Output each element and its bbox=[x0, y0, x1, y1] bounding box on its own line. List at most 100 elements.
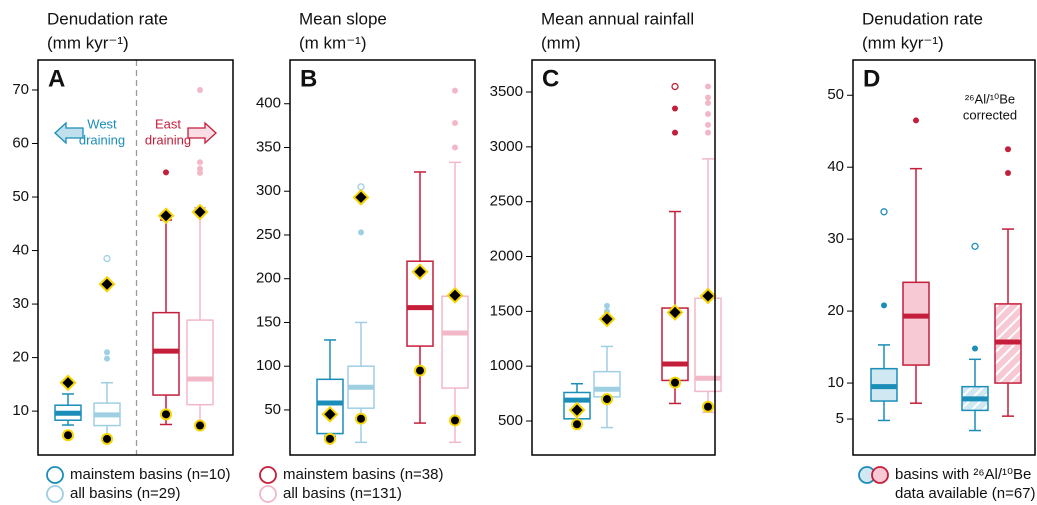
box bbox=[441, 295, 469, 389]
y-tick-label: 1500 bbox=[490, 302, 523, 319]
panel-frame bbox=[37, 59, 234, 456]
panel-frame bbox=[531, 59, 716, 456]
arrow bbox=[54, 121, 84, 145]
legend-swatch bbox=[46, 466, 64, 484]
panel-letter: B bbox=[300, 65, 317, 92]
outlier bbox=[705, 94, 711, 101]
legend-swatch bbox=[259, 466, 277, 484]
y-tick-label: 250 bbox=[256, 226, 281, 243]
legend-label: basins with ²⁶Al/¹⁰Be bbox=[895, 466, 1031, 483]
highlight-diamond bbox=[446, 286, 464, 304]
legend-swatch bbox=[46, 485, 64, 503]
panel-title: Mean slope bbox=[299, 9, 387, 28]
outlier bbox=[705, 83, 711, 90]
highlight-diamond bbox=[352, 188, 370, 206]
legend-swatch bbox=[259, 485, 277, 503]
open-outlier bbox=[671, 82, 679, 91]
highlight-dot bbox=[324, 432, 336, 445]
highlight-diamond bbox=[699, 287, 717, 305]
y-tick-label: 300 bbox=[256, 182, 281, 199]
y-tick-label: 30 bbox=[12, 295, 29, 312]
annotation: East bbox=[155, 116, 181, 131]
outlier bbox=[705, 129, 711, 136]
outlier bbox=[197, 165, 203, 172]
y-tick-label: 400 bbox=[256, 95, 281, 112]
annotation: draining bbox=[79, 132, 125, 147]
outlier bbox=[1005, 146, 1011, 153]
y-tick-label: 2500 bbox=[490, 193, 523, 210]
highlight-diamond bbox=[98, 275, 116, 293]
y-tick-label: 1000 bbox=[490, 357, 523, 374]
legend-swatch bbox=[871, 466, 889, 484]
annotation: ²⁶Al/¹⁰Be bbox=[965, 91, 1015, 106]
legend-label: all basins (n=29) bbox=[70, 485, 180, 502]
y-tick-label: 350 bbox=[256, 138, 281, 155]
highlight-dot bbox=[62, 429, 74, 442]
y-tick-label: 30 bbox=[827, 230, 844, 247]
panel-letter: C bbox=[542, 65, 559, 92]
highlight-dot bbox=[702, 400, 714, 413]
highlight-dot bbox=[571, 418, 583, 431]
y-tick-label: 10 bbox=[827, 374, 844, 391]
legend-label: all basins (n=131) bbox=[283, 485, 402, 502]
box bbox=[186, 319, 214, 406]
highlight-diamond bbox=[666, 304, 684, 321]
y-tick-label: 40 bbox=[12, 242, 29, 259]
highlight-dot bbox=[669, 376, 681, 389]
panel-subtitle: (mm kyr⁻¹) bbox=[47, 33, 129, 52]
y-tick-label: 60 bbox=[12, 134, 29, 151]
outlier bbox=[197, 86, 203, 93]
panel-subtitle: (mm) bbox=[541, 33, 581, 52]
y-tick-label: 5 bbox=[836, 410, 844, 427]
panel-frame bbox=[852, 59, 1036, 456]
outlier bbox=[163, 169, 169, 176]
highlight-dot bbox=[194, 419, 206, 432]
highlight-dot bbox=[414, 364, 426, 377]
outlier bbox=[452, 144, 458, 151]
highlight-dot bbox=[160, 408, 172, 421]
open-outlier bbox=[103, 254, 111, 263]
highlight-dot bbox=[101, 432, 113, 445]
highlight-diamond bbox=[191, 203, 209, 221]
legend-label: mainstem basins (n=10) bbox=[70, 466, 231, 483]
annotation: corrected bbox=[963, 107, 1017, 122]
y-tick-label: 70 bbox=[12, 81, 29, 98]
outlier bbox=[358, 229, 364, 236]
open-outlier bbox=[971, 242, 979, 250]
panel-frame bbox=[289, 59, 476, 456]
highlight-diamond bbox=[598, 310, 616, 328]
highlight-dot bbox=[601, 393, 613, 406]
outlier bbox=[452, 119, 458, 126]
box bbox=[152, 311, 180, 396]
outlier bbox=[104, 355, 110, 362]
outlier bbox=[913, 117, 919, 124]
y-tick-label: 150 bbox=[256, 313, 281, 330]
arrow bbox=[187, 121, 217, 145]
highlight-diamond bbox=[59, 374, 77, 392]
y-tick-label: 20 bbox=[827, 302, 844, 319]
outlier bbox=[705, 99, 711, 106]
outlier bbox=[672, 129, 678, 136]
outlier bbox=[197, 159, 203, 166]
outlier bbox=[1005, 169, 1011, 176]
outlier bbox=[705, 121, 711, 128]
highlight-dot bbox=[449, 414, 461, 427]
y-tick-label: 3000 bbox=[490, 138, 523, 155]
y-tick-label: 50 bbox=[264, 401, 281, 418]
y-tick-label: 50 bbox=[12, 188, 29, 205]
y-tick-label: 10 bbox=[12, 402, 29, 419]
panel-letter: A bbox=[48, 65, 65, 92]
legend-label: data available (n=67) bbox=[895, 485, 1036, 502]
outlier bbox=[452, 87, 458, 94]
box bbox=[902, 281, 930, 366]
highlight-dot bbox=[355, 412, 367, 425]
y-tick-label: 40 bbox=[827, 158, 844, 175]
outlier bbox=[104, 349, 110, 356]
outlier bbox=[705, 110, 711, 117]
y-tick-label: 20 bbox=[12, 349, 29, 366]
outlier bbox=[972, 345, 978, 352]
panel-subtitle: (m km⁻¹) bbox=[299, 33, 367, 52]
outlier bbox=[672, 105, 678, 112]
y-tick-label: 100 bbox=[256, 357, 281, 374]
